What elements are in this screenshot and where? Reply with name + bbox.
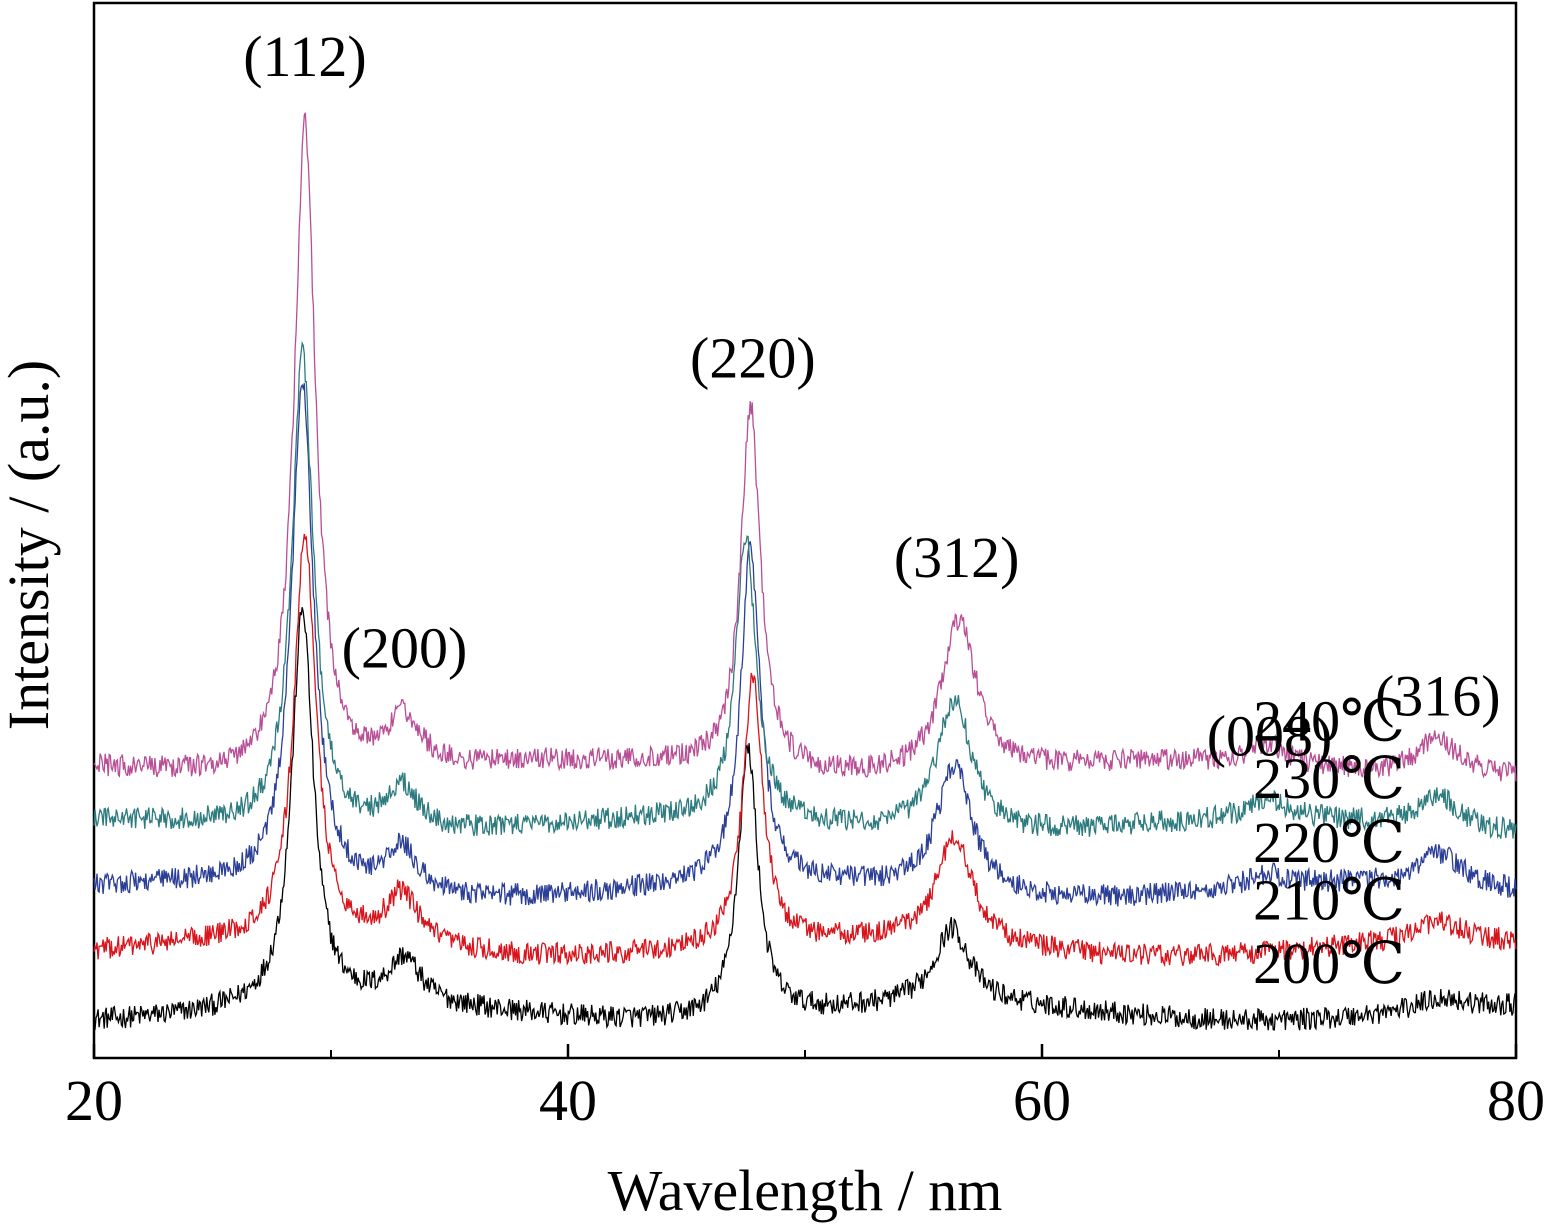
series-label: 220℃ [1253, 810, 1405, 875]
series-line [93, 112, 1517, 782]
series-line [94, 607, 1517, 1031]
series-line [93, 340, 1517, 839]
series-label: 240℃ [1253, 688, 1405, 753]
x-tick-label: 20 [65, 1068, 123, 1133]
series-label: 200℃ [1253, 931, 1405, 996]
series-label: 210℃ [1253, 867, 1405, 932]
x-tick-label: 80 [1487, 1068, 1545, 1133]
series-line [93, 533, 1517, 968]
peak-label: (220) [690, 325, 816, 390]
series-label: 230℃ [1253, 746, 1405, 811]
peak-label: (008) [1207, 703, 1333, 768]
peak-label: (200) [342, 615, 468, 680]
x-tick-label: 60 [1013, 1068, 1071, 1133]
x-axis-ticks: 20 40 60 80 [65, 1044, 1545, 1133]
peak-labels: (112) (200) (220) (312) (008) (316) [243, 24, 1500, 768]
series-group [93, 112, 1517, 1031]
series-line [93, 383, 1517, 907]
peak-label: (112) [243, 24, 366, 89]
peak-label: (312) [894, 525, 1020, 590]
y-axis-label: Intensity / (a.u.) [0, 360, 61, 730]
x-tick-label: 40 [539, 1068, 597, 1133]
peak-label: (316) [1375, 663, 1501, 728]
x-axis-label: Wavelength / nm [608, 1158, 1003, 1223]
